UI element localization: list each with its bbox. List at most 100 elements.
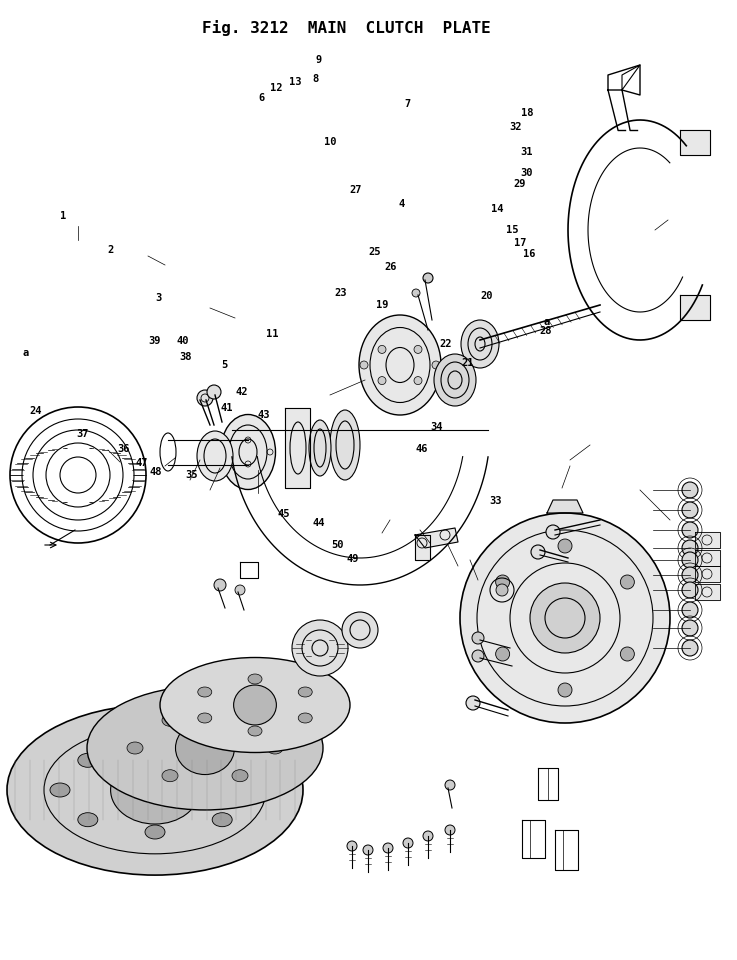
- Circle shape: [531, 545, 545, 559]
- Circle shape: [378, 346, 386, 353]
- Text: 21: 21: [462, 358, 474, 368]
- Text: 42: 42: [236, 387, 248, 396]
- Text: 44: 44: [312, 518, 324, 528]
- Ellipse shape: [162, 770, 178, 781]
- Ellipse shape: [175, 722, 234, 775]
- Ellipse shape: [198, 687, 212, 697]
- Text: 34: 34: [430, 422, 442, 432]
- Circle shape: [682, 640, 698, 656]
- Ellipse shape: [87, 686, 323, 810]
- Circle shape: [460, 513, 670, 723]
- Ellipse shape: [434, 354, 476, 406]
- Text: 36: 36: [118, 444, 130, 454]
- Text: 4: 4: [399, 199, 405, 208]
- Polygon shape: [680, 295, 710, 320]
- Text: 9: 9: [315, 55, 321, 64]
- Circle shape: [682, 502, 698, 518]
- Text: 22: 22: [440, 339, 452, 348]
- Text: 27: 27: [349, 185, 361, 195]
- Circle shape: [496, 647, 510, 661]
- Text: 26: 26: [385, 262, 397, 272]
- Circle shape: [682, 602, 698, 618]
- Ellipse shape: [330, 410, 360, 480]
- Ellipse shape: [248, 726, 262, 736]
- Text: Fig. 3212  MAIN  CLUTCH  PLATE: Fig. 3212 MAIN CLUTCH PLATE: [202, 20, 491, 36]
- Circle shape: [682, 567, 698, 583]
- Ellipse shape: [359, 315, 441, 415]
- Text: 14: 14: [492, 204, 503, 214]
- Ellipse shape: [160, 658, 350, 753]
- Ellipse shape: [461, 320, 499, 368]
- Text: 11: 11: [267, 329, 279, 339]
- Text: 40: 40: [177, 336, 189, 346]
- Circle shape: [558, 683, 572, 697]
- Circle shape: [496, 584, 508, 596]
- Circle shape: [360, 361, 368, 369]
- Circle shape: [412, 289, 420, 297]
- Text: 23: 23: [335, 288, 346, 298]
- Text: 29: 29: [514, 180, 525, 189]
- Text: 12: 12: [270, 84, 282, 93]
- Circle shape: [383, 843, 393, 853]
- Text: 7: 7: [405, 99, 411, 108]
- Text: 18: 18: [521, 108, 533, 118]
- Text: 25: 25: [368, 247, 380, 256]
- Polygon shape: [695, 566, 720, 582]
- Circle shape: [682, 482, 698, 498]
- Text: 2: 2: [108, 245, 113, 254]
- Text: a: a: [544, 317, 550, 326]
- Circle shape: [342, 612, 378, 648]
- Ellipse shape: [267, 742, 283, 754]
- Ellipse shape: [162, 714, 178, 727]
- Circle shape: [214, 579, 226, 591]
- Text: 49: 49: [346, 554, 358, 564]
- Ellipse shape: [240, 783, 260, 797]
- Ellipse shape: [232, 714, 248, 727]
- Text: 48: 48: [150, 468, 162, 477]
- Polygon shape: [285, 408, 310, 488]
- Text: a: a: [23, 348, 29, 358]
- Circle shape: [403, 838, 413, 848]
- Text: 15: 15: [506, 226, 518, 235]
- Circle shape: [423, 273, 433, 283]
- Circle shape: [466, 696, 480, 710]
- Circle shape: [682, 620, 698, 636]
- Ellipse shape: [7, 705, 303, 876]
- Text: 38: 38: [180, 352, 192, 362]
- Text: 30: 30: [521, 168, 533, 178]
- Circle shape: [682, 552, 698, 568]
- Text: 10: 10: [324, 137, 336, 147]
- Circle shape: [445, 825, 455, 835]
- Circle shape: [347, 841, 357, 851]
- Polygon shape: [695, 550, 720, 566]
- Polygon shape: [680, 130, 710, 155]
- Circle shape: [496, 575, 510, 589]
- Ellipse shape: [145, 741, 165, 755]
- Ellipse shape: [198, 713, 212, 723]
- Text: 28: 28: [539, 326, 551, 336]
- Ellipse shape: [298, 687, 312, 697]
- Circle shape: [530, 583, 600, 653]
- Text: 32: 32: [510, 122, 522, 132]
- Ellipse shape: [309, 420, 331, 476]
- Ellipse shape: [220, 415, 276, 490]
- Polygon shape: [695, 584, 720, 600]
- Circle shape: [445, 780, 455, 790]
- Circle shape: [197, 390, 213, 406]
- Text: 1: 1: [60, 211, 66, 221]
- Text: 41: 41: [221, 403, 233, 413]
- Text: 45: 45: [278, 509, 290, 518]
- Ellipse shape: [111, 756, 200, 824]
- Text: 20: 20: [481, 291, 492, 300]
- Circle shape: [546, 525, 560, 539]
- Text: 6: 6: [259, 93, 265, 103]
- Circle shape: [621, 575, 635, 589]
- Circle shape: [414, 376, 422, 385]
- Polygon shape: [695, 532, 720, 548]
- Circle shape: [472, 632, 484, 644]
- Text: 50: 50: [332, 540, 343, 550]
- Text: 19: 19: [376, 300, 388, 310]
- Circle shape: [472, 650, 484, 662]
- Circle shape: [682, 582, 698, 598]
- Circle shape: [432, 361, 440, 369]
